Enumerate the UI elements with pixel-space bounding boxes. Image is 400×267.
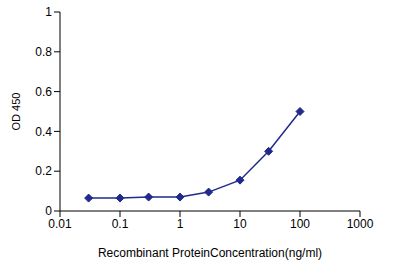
svg-text:0.2: 0.2	[35, 164, 52, 178]
svg-text:100: 100	[290, 217, 310, 231]
svg-text:Recombinant ProteinConcentrati: Recombinant ProteinConcentration(ng/ml)	[98, 246, 322, 260]
svg-text:0.01: 0.01	[48, 217, 72, 231]
svg-text:0.1: 0.1	[112, 217, 129, 231]
svg-text:0: 0	[45, 204, 52, 218]
svg-text:0.8: 0.8	[35, 45, 52, 59]
svg-text:1: 1	[45, 5, 52, 19]
svg-text:1000: 1000	[347, 217, 374, 231]
svg-text:1: 1	[177, 217, 184, 231]
svg-text:0.4: 0.4	[35, 125, 52, 139]
svg-text:0.6: 0.6	[35, 85, 52, 99]
svg-text:10: 10	[233, 217, 247, 231]
svg-text:OD 450: OD 450	[10, 93, 22, 131]
